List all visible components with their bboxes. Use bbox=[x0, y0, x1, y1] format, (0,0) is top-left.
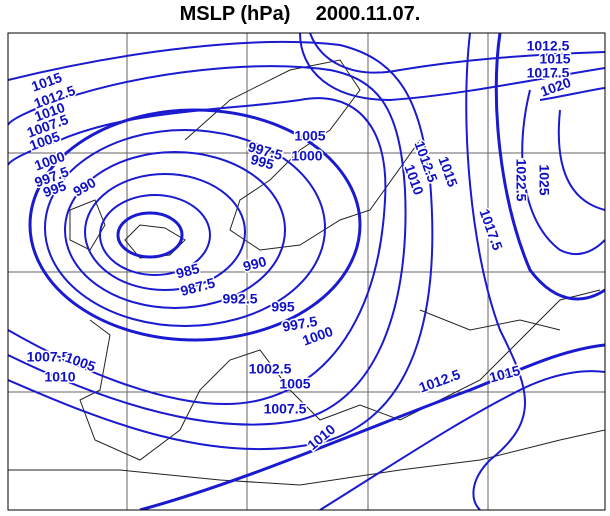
isobar-label: 1005 bbox=[294, 128, 325, 144]
isobar-label: 992.5 bbox=[222, 291, 257, 307]
isobar-label: 1000 bbox=[291, 148, 322, 164]
title: MSLP (hPa) bbox=[180, 3, 291, 25]
isobars bbox=[8, 33, 605, 510]
isobar-label: 1007.5 bbox=[264, 401, 307, 417]
isobar-label: 1022.5 bbox=[513, 159, 529, 202]
isobar-label: 995 bbox=[271, 299, 295, 315]
isobar-label: 1012.5 bbox=[527, 38, 570, 54]
isobar-label: 1012.5 bbox=[417, 366, 463, 396]
isobar-label: 1015 bbox=[488, 362, 522, 386]
isobar-label: 1005 bbox=[279, 376, 310, 392]
isobar-label: 1007.5 bbox=[27, 349, 70, 365]
map-area bbox=[8, 33, 605, 510]
date: 2000.11.07. bbox=[316, 3, 421, 25]
isobar-label: 1017.5 bbox=[527, 65, 570, 81]
isobar-label: 1017.5 bbox=[476, 207, 506, 253]
isobar-label: 1010 bbox=[44, 369, 75, 385]
map-frame bbox=[7, 32, 606, 511]
isobar-label: 1015 bbox=[539, 51, 570, 67]
isobar-label: 1002.5 bbox=[249, 361, 292, 377]
isobar-label: 1025 bbox=[536, 164, 552, 195]
isobar-label: 990 bbox=[241, 253, 268, 275]
